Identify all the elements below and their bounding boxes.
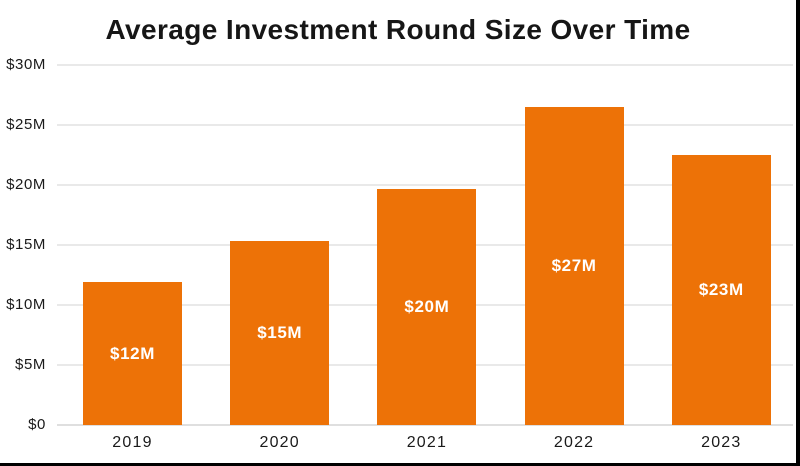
bar-2019: $12M xyxy=(83,282,182,425)
bar-value-label: $23M xyxy=(698,280,744,299)
bar-2023: $23M xyxy=(671,155,771,425)
chart-title: Average Investment Round Size Over Time xyxy=(105,14,691,45)
x-axis-tick-label: 2021 xyxy=(406,434,448,451)
gridline xyxy=(57,184,793,186)
y-axis-tick-label: $0 xyxy=(28,416,46,433)
bar-2020: $15M xyxy=(230,241,330,425)
x-axis-tick-label: 2019 xyxy=(112,434,153,451)
y-axis-tick-label: $10M xyxy=(6,296,46,313)
x-axis-tick-label: 2023 xyxy=(701,434,742,451)
bar-value-label: $15M xyxy=(257,323,303,342)
bar-value-label: $27M xyxy=(551,256,597,275)
plot-area: $12M $15M $20M $27M $23M xyxy=(57,64,793,426)
y-axis-tick-label: $15M xyxy=(6,236,46,253)
y-axis-tick-label: $20M xyxy=(6,176,46,193)
x-axis: 2019 2020 2021 2022 2023 xyxy=(57,434,793,456)
screenshot-right-border xyxy=(796,0,800,466)
x-axis-tick-label: 2022 xyxy=(553,434,595,451)
screenshot-bottom-border xyxy=(0,463,800,466)
y-axis-tick-label: $5M xyxy=(15,356,46,373)
x-axis-tick-label: 2020 xyxy=(259,434,300,451)
bar-2021: $20M xyxy=(377,189,477,425)
y-axis: $30M $25M $20M $15M $10M $5M $0 xyxy=(0,56,46,433)
y-axis-tick-label: $25M xyxy=(6,116,46,133)
bar-2022: $27M xyxy=(524,107,624,425)
gridline xyxy=(57,124,793,126)
bar-value-label: $12M xyxy=(110,343,155,363)
gridline xyxy=(57,64,793,66)
y-axis-tick-label: $30M xyxy=(6,56,46,73)
bar-value-label: $20M xyxy=(404,297,450,316)
x-axis-baseline xyxy=(57,424,793,426)
